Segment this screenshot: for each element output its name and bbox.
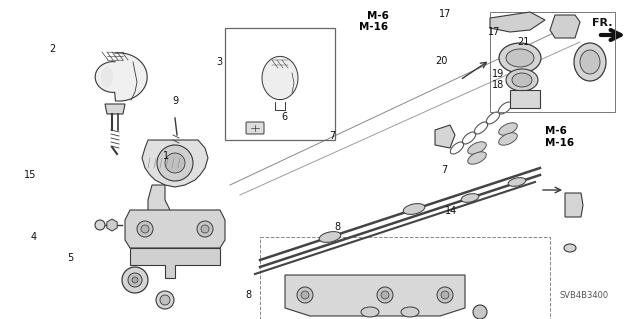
Text: M-6
M-16: M-6 M-16 [545, 126, 575, 148]
Text: 5: 5 [67, 253, 74, 263]
Polygon shape [105, 104, 125, 114]
Text: 19: 19 [492, 69, 504, 79]
FancyBboxPatch shape [246, 122, 264, 134]
Ellipse shape [574, 43, 606, 81]
Circle shape [160, 295, 170, 305]
Text: 15: 15 [24, 170, 36, 180]
Text: 14: 14 [445, 205, 458, 216]
Circle shape [165, 153, 185, 173]
Ellipse shape [580, 50, 600, 74]
Polygon shape [565, 193, 583, 217]
Ellipse shape [468, 142, 486, 154]
Circle shape [301, 291, 309, 299]
Circle shape [141, 225, 149, 233]
Text: M-6
M-16: M-6 M-16 [359, 11, 388, 33]
Ellipse shape [461, 194, 479, 202]
Bar [260, 237, 550, 319]
Text: 4: 4 [31, 232, 37, 242]
Ellipse shape [564, 244, 576, 252]
Ellipse shape [499, 133, 517, 145]
Polygon shape [550, 15, 580, 38]
Text: 9: 9 [173, 96, 179, 107]
Circle shape [377, 287, 393, 303]
Text: FR.: FR. [592, 18, 612, 28]
Circle shape [157, 145, 193, 181]
Text: 20: 20 [436, 56, 448, 66]
Circle shape [473, 305, 487, 319]
Ellipse shape [512, 73, 532, 87]
Bar [490, 12, 615, 112]
Polygon shape [125, 210, 225, 248]
Text: 2: 2 [49, 44, 56, 55]
Circle shape [437, 287, 453, 303]
Bar [225, 28, 335, 140]
Text: 17: 17 [439, 9, 451, 19]
Polygon shape [490, 12, 545, 32]
Ellipse shape [508, 178, 526, 186]
Ellipse shape [468, 152, 486, 164]
Circle shape [122, 267, 148, 293]
Ellipse shape [499, 123, 517, 135]
Text: 1: 1 [163, 151, 170, 161]
Circle shape [201, 225, 209, 233]
Ellipse shape [506, 49, 534, 67]
Circle shape [156, 291, 174, 309]
Ellipse shape [319, 232, 341, 242]
Polygon shape [142, 140, 208, 187]
Ellipse shape [101, 67, 113, 87]
Circle shape [197, 221, 213, 237]
Polygon shape [148, 185, 170, 220]
Text: 21: 21 [517, 37, 529, 48]
Circle shape [128, 273, 142, 287]
Circle shape [95, 220, 105, 230]
Ellipse shape [361, 307, 379, 317]
Ellipse shape [403, 204, 425, 214]
Circle shape [132, 277, 138, 283]
Text: 17: 17 [488, 27, 500, 37]
Text: 18: 18 [492, 79, 504, 90]
Text: 7: 7 [442, 165, 448, 175]
Ellipse shape [506, 69, 538, 91]
Circle shape [381, 291, 389, 299]
Polygon shape [130, 248, 220, 278]
Text: 3: 3 [216, 57, 223, 67]
Circle shape [137, 221, 153, 237]
Polygon shape [435, 125, 455, 148]
Polygon shape [107, 219, 117, 231]
Text: SVB4B3400: SVB4B3400 [560, 291, 609, 300]
Text: 8: 8 [334, 222, 340, 233]
Text: 8: 8 [246, 290, 252, 300]
Ellipse shape [401, 307, 419, 317]
Bar [510, 90, 540, 108]
Text: 6: 6 [282, 112, 288, 122]
Ellipse shape [499, 43, 541, 73]
Polygon shape [285, 275, 465, 316]
Circle shape [441, 291, 449, 299]
Polygon shape [95, 53, 147, 101]
Polygon shape [262, 56, 298, 100]
Text: 7: 7 [329, 130, 335, 141]
Circle shape [297, 287, 313, 303]
